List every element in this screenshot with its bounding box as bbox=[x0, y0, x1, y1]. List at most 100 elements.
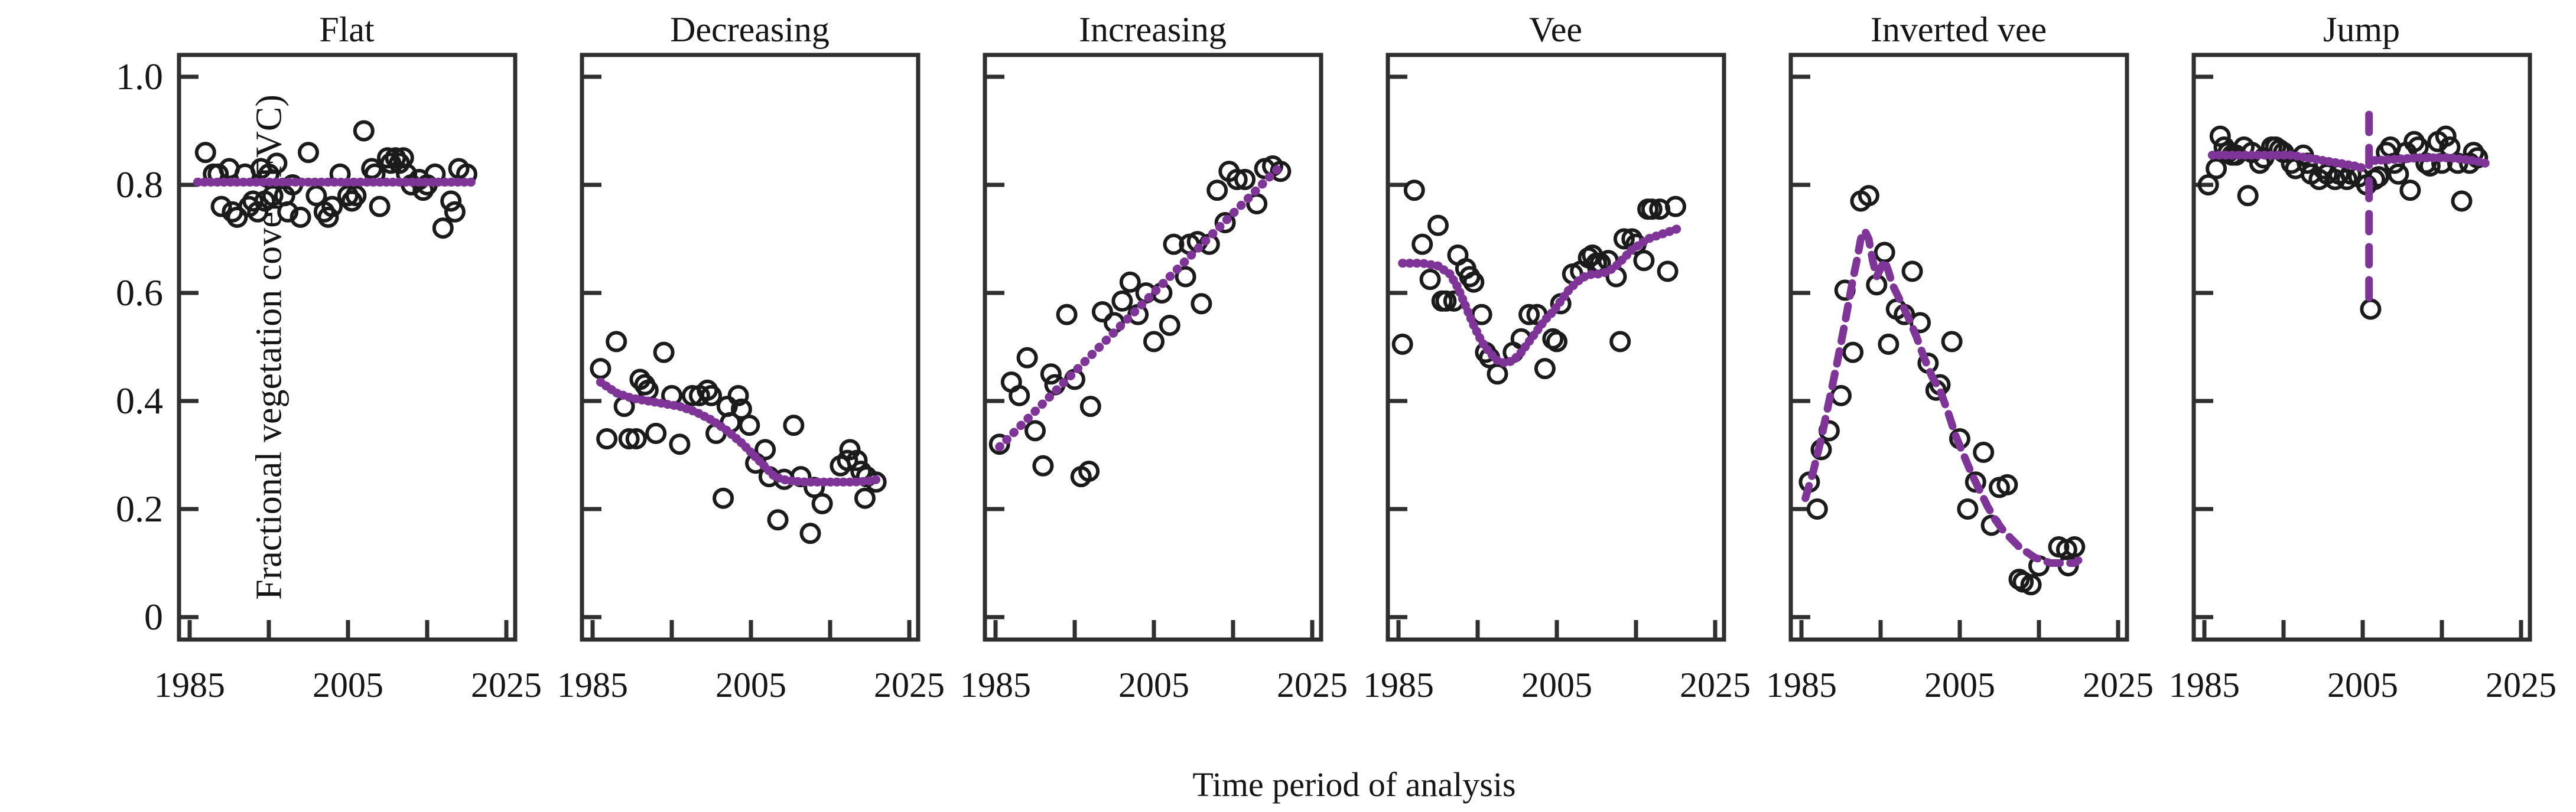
panel-decreasing: 1985 2005 2025 bbox=[557, 53, 945, 705]
scatter-point bbox=[1830, 384, 1852, 406]
panel-vee: 1985 2005 2025 bbox=[1363, 53, 1751, 705]
scatter-point bbox=[1214, 212, 1236, 234]
scatter-point bbox=[1665, 195, 1686, 217]
scatter-point bbox=[701, 384, 722, 406]
scatter-point bbox=[1842, 341, 1864, 363]
scatter-point bbox=[804, 477, 825, 498]
x-tick-label: 1985 bbox=[1766, 666, 1837, 705]
x-tick-label: 1985 bbox=[2169, 666, 2240, 705]
scatter-point bbox=[645, 422, 667, 444]
scatter-point bbox=[1957, 498, 1979, 520]
x-tick-label: 2025 bbox=[2486, 666, 2557, 705]
x-tick-label: 2025 bbox=[1277, 666, 1348, 705]
scatter-point bbox=[1546, 331, 1567, 353]
panel-title-vee: Vee bbox=[1529, 10, 1582, 49]
x-tick-label: 2005 bbox=[313, 666, 383, 705]
x-tick-label: 2005 bbox=[2327, 666, 2398, 705]
scatter-point bbox=[1040, 363, 1062, 385]
scatter-point bbox=[1901, 260, 1923, 282]
scatter-point bbox=[369, 195, 391, 217]
trend-line bbox=[596, 377, 882, 487]
y-tick-label: 1.0 bbox=[116, 56, 163, 97]
scatter-point bbox=[1091, 301, 1113, 323]
scatter-point bbox=[1996, 474, 2018, 495]
scatter-point bbox=[727, 384, 749, 406]
y-tick-label: 0.6 bbox=[116, 272, 163, 314]
scatter-point bbox=[1016, 347, 1038, 369]
scatter-point bbox=[2237, 185, 2259, 207]
scatter-point bbox=[590, 358, 612, 380]
scatter-point bbox=[1226, 168, 1248, 190]
scatter-point bbox=[730, 398, 752, 420]
scatter-point bbox=[345, 185, 367, 207]
scatter-point bbox=[2197, 174, 2219, 195]
scatter-point bbox=[1119, 271, 1141, 293]
panel-title-decreasing: Decreasing bbox=[670, 10, 830, 49]
scatter-point bbox=[606, 331, 627, 353]
scatter-point bbox=[440, 190, 462, 212]
scatter-point bbox=[380, 152, 402, 174]
scatter-point bbox=[653, 341, 675, 363]
scatter-point bbox=[837, 449, 858, 471]
panel-flat: 1985 2005 2025 bbox=[154, 53, 542, 705]
scatter-point bbox=[2360, 298, 2382, 320]
scatter-point bbox=[194, 142, 216, 164]
x-tick-label: 2005 bbox=[1118, 666, 1189, 705]
scatter-point bbox=[1427, 214, 1449, 236]
scatter-point bbox=[754, 439, 776, 461]
scatter-point bbox=[432, 217, 454, 239]
scatter-point bbox=[1487, 363, 1508, 385]
scatter-point bbox=[1463, 271, 1485, 293]
scatter-point bbox=[290, 206, 311, 228]
y-tick-label: 0 bbox=[144, 596, 163, 638]
trend-line bbox=[1801, 227, 2083, 567]
scatter-point bbox=[1234, 168, 1256, 190]
scatter-point bbox=[1435, 290, 1457, 312]
scatter-point bbox=[1657, 260, 1679, 282]
scatter-point bbox=[1024, 420, 1046, 442]
scatter-point bbox=[1641, 198, 1663, 220]
scatter-point bbox=[210, 195, 232, 217]
scatter-point bbox=[669, 433, 691, 455]
panel-jump: 1985 2005 2025 bbox=[2169, 53, 2557, 705]
x-tick-label: 1985 bbox=[154, 666, 225, 705]
scatter-point bbox=[2209, 125, 2231, 147]
scatter-point bbox=[321, 195, 343, 217]
x-tick-label: 1985 bbox=[1363, 666, 1434, 705]
scatter-point bbox=[1009, 384, 1030, 406]
panel-title-flat: Flat bbox=[319, 10, 375, 49]
scatter-point bbox=[1858, 185, 1879, 207]
scatter-point bbox=[1056, 304, 1078, 325]
scatter-point bbox=[1419, 269, 1441, 291]
panel-inverted-vee: 1985 2005 2025 bbox=[1766, 53, 2154, 705]
scatter-point bbox=[262, 185, 284, 207]
y-tick-label: 0.8 bbox=[116, 164, 163, 206]
scatter-point bbox=[1609, 331, 1631, 353]
scatter-point bbox=[305, 185, 327, 207]
panel-title-jump: Jump bbox=[2323, 10, 2401, 49]
scatter-point bbox=[618, 428, 640, 450]
trend-line bbox=[995, 161, 1285, 452]
x-tick-label: 2005 bbox=[715, 666, 786, 705]
scatter-point bbox=[1411, 233, 1433, 255]
scatter-point bbox=[1206, 180, 1228, 201]
x-tick-label: 2025 bbox=[1680, 666, 1751, 705]
scatter-point bbox=[625, 428, 647, 450]
scatter-point bbox=[1973, 441, 1995, 463]
x-tick-label: 2005 bbox=[1521, 666, 1592, 705]
x-tick-label: 2025 bbox=[471, 666, 542, 705]
scatter-point bbox=[1391, 333, 1413, 355]
scatter-point bbox=[1633, 250, 1655, 272]
scatter-point bbox=[2388, 163, 2409, 185]
scatter-point bbox=[2435, 125, 2457, 147]
scatter-point bbox=[2064, 536, 2086, 558]
x-axis-title: Time period of analysis bbox=[1192, 765, 1516, 804]
scatter-point bbox=[353, 120, 375, 142]
scatter-point bbox=[266, 152, 288, 174]
trend-line bbox=[2370, 153, 2490, 168]
scatter-point bbox=[1471, 304, 1492, 325]
x-tick-label: 1985 bbox=[960, 666, 1031, 705]
y-tick-label: 0.4 bbox=[116, 380, 163, 422]
scatter-point bbox=[2206, 158, 2227, 180]
